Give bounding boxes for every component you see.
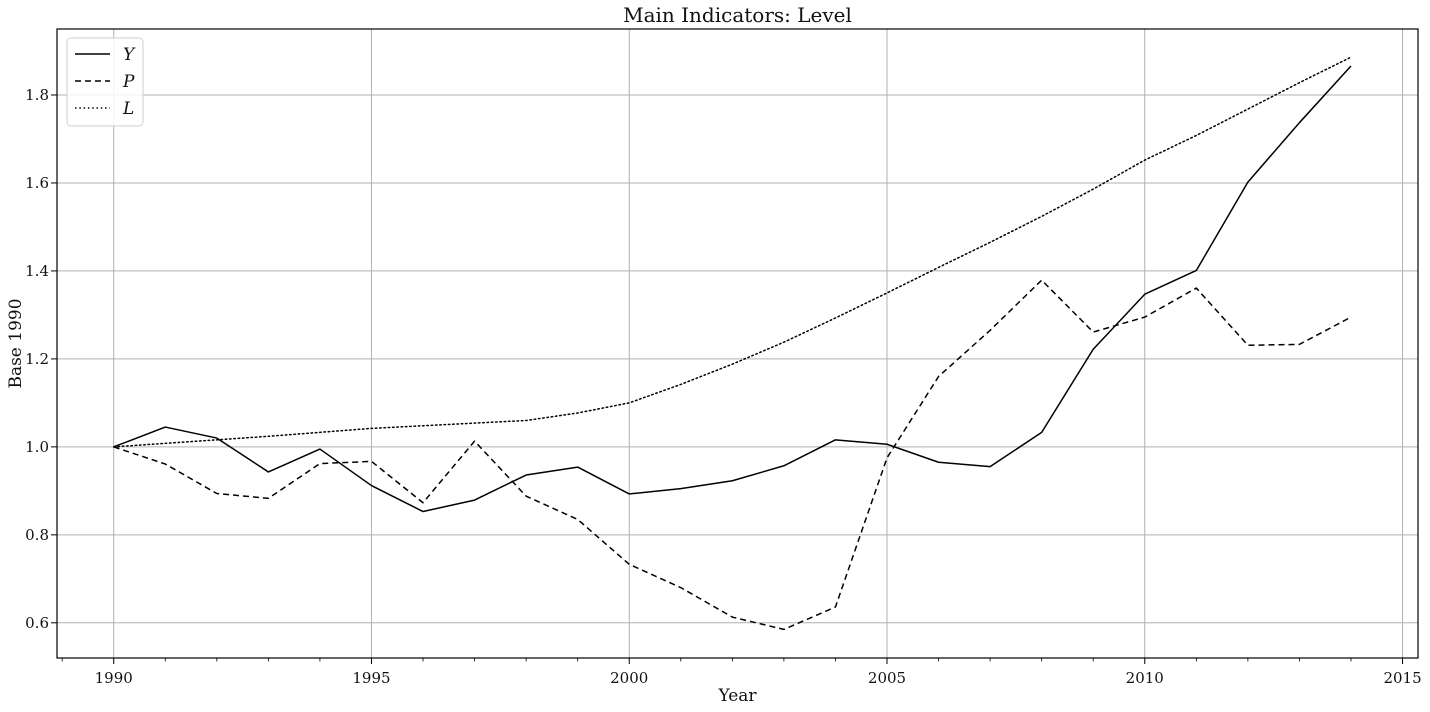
y-tick-label: 1.2 [25,350,49,368]
plot-frame [56,28,1419,659]
legend-label-y: Y [123,45,136,65]
y-axis-label: Base 1990 [6,298,26,388]
legend-label-p: P [122,72,135,92]
series-layer [112,56,1352,631]
series-y-line [113,65,1352,513]
x-tick-label: 1995 [352,669,390,687]
chart-title: Main Indicators: Level [623,3,852,27]
series-p-line [113,279,1352,631]
y-tick-label: 1.0 [25,438,49,456]
y-tick-label: 0.6 [25,614,49,632]
x-axis-label: Year [717,686,757,706]
y-tick-label: 0.8 [25,526,49,544]
y-tick-label: 1.4 [25,262,49,280]
x-tick-label: 2010 [1126,669,1164,687]
tick-layer: 1990 1995 2000 2005 2010 2015 0.6 0.8 1.0 1.2 1.4 1… [25,86,1421,687]
legend-box [66,37,144,127]
series-l-line [112,56,1352,448]
y-tick-label: 1.6 [25,174,49,192]
y-tick-label: 1.8 [25,86,49,104]
legend-items: YPL [75,45,136,119]
legend-label-l: L [122,99,134,119]
x-tick-label: 2000 [610,669,648,687]
x-tick-label: 1990 [95,669,133,687]
legend: YPL [66,37,144,127]
x-tick-label: 2005 [868,669,906,687]
grid-layer [57,29,1418,658]
x-tick-label: 2015 [1383,669,1421,687]
